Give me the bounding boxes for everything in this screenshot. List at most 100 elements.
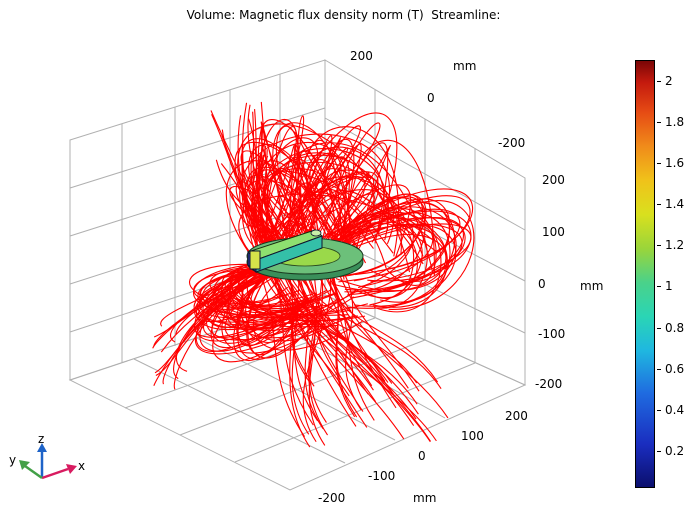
- tick-label: -200: [535, 377, 562, 391]
- streamline: [212, 269, 318, 363]
- streamline: [290, 152, 342, 271]
- tick-label: 100: [461, 429, 484, 443]
- streamline: [294, 143, 342, 257]
- triad-z-label: z: [38, 432, 44, 446]
- streamline: [154, 269, 285, 374]
- streamline: [271, 264, 374, 391]
- streamline: [322, 210, 472, 282]
- streamline: [302, 266, 332, 443]
- axis-right-labels: 200 100 0 mm -100 -200: [535, 173, 603, 391]
- streamline: [339, 265, 362, 411]
- streamline: [247, 265, 324, 359]
- streamline: [279, 263, 417, 420]
- axis-front-labels: 200 100 0 -100 mm -200: [318, 409, 528, 505]
- streamline: [337, 208, 461, 283]
- streamline: [261, 276, 306, 438]
- streamline: [275, 125, 318, 258]
- streamline: [337, 223, 472, 283]
- streamline: [260, 101, 269, 256]
- axis-unit: mm: [413, 491, 436, 505]
- colorbar-tick-label: 0.8: [665, 320, 685, 335]
- streamline: [300, 274, 326, 446]
- colorbar-tick-mark: [657, 327, 661, 329]
- streamline: [305, 270, 431, 442]
- streamline: [308, 264, 328, 436]
- streamline: [298, 150, 336, 248]
- streamline: [318, 276, 373, 387]
- triad-x-arrow: [66, 464, 77, 474]
- triad-y-axis: [24, 464, 43, 480]
- streamline: [262, 269, 393, 384]
- streamline: [258, 169, 356, 249]
- streamline: [333, 211, 442, 313]
- colorbar-tick-mark: [657, 162, 661, 164]
- streamline: [275, 268, 418, 405]
- streamline: [283, 273, 431, 443]
- streamline: [343, 198, 451, 292]
- streamline: [304, 142, 389, 261]
- colorbar-tick-mark: [657, 409, 661, 411]
- axis-unit: mm: [580, 279, 603, 293]
- colorbar-tick-mark: [657, 286, 661, 288]
- triad-z-arrow: [37, 443, 47, 452]
- tick-label: 100: [542, 225, 565, 239]
- plot-title: Volume: Magnetic flux density norm (T) S…: [186, 8, 501, 22]
- tick-label: 200: [542, 173, 565, 187]
- tick-label: -200: [498, 136, 525, 150]
- bar-cap: [310, 229, 322, 237]
- streamline: [335, 265, 420, 392]
- tick-label: 200: [505, 409, 528, 423]
- triad-y-label: y: [9, 453, 16, 467]
- triad-y-arrow: [19, 460, 30, 470]
- colorbar-tick-mark: [657, 121, 661, 123]
- magnet-assembly: [246, 229, 364, 281]
- streamline: [160, 266, 270, 327]
- axis-unit: mm: [453, 59, 476, 73]
- streamline: [261, 265, 368, 428]
- colorbar-tick-label: 1.6: [665, 155, 685, 170]
- streamline: [175, 266, 279, 334]
- colorbar-tick-label: 0.4: [665, 402, 685, 417]
- axis-top-labels: 200 mm 0 -200: [350, 49, 525, 150]
- streamline: [288, 273, 419, 415]
- bar-tip: [249, 250, 261, 270]
- colorbar-tick-label: 0.6: [665, 361, 685, 376]
- streamline: [320, 195, 471, 272]
- streamline: [287, 275, 310, 383]
- streamline: [335, 197, 426, 293]
- streamline: [296, 270, 442, 389]
- streamline: [155, 272, 275, 376]
- streamline: [313, 265, 369, 395]
- colorbar-tick-mark: [657, 204, 661, 206]
- colorbar-tick-mark: [657, 450, 661, 452]
- streamline: [264, 112, 398, 248]
- colorbar-tick-label: 1.8: [665, 114, 685, 129]
- streamline: [296, 274, 418, 384]
- streamline: [258, 118, 299, 256]
- streamline: [189, 263, 330, 309]
- streamline: [341, 200, 475, 310]
- colorbar-tick-mark: [657, 368, 661, 370]
- colorbar-tick-label: 1.4: [665, 197, 685, 212]
- colorbar-tick-mark: [657, 80, 661, 82]
- streamline: [308, 275, 327, 423]
- streamline: [330, 225, 448, 307]
- colorbar-tick-label: 2: [665, 73, 673, 88]
- colorbar-tick-mark: [657, 245, 661, 247]
- streamline: [291, 270, 315, 387]
- streamline: [273, 274, 357, 427]
- tick-label: 0: [427, 91, 435, 105]
- streamline: [272, 264, 350, 397]
- streamline: [193, 267, 301, 305]
- streamline: [331, 234, 447, 293]
- streamline: [329, 270, 386, 382]
- tick-label: 0: [418, 449, 426, 463]
- streamline: [295, 276, 324, 430]
- streamline: [260, 119, 352, 269]
- streamline: [173, 264, 258, 380]
- tick-label: -100: [368, 469, 395, 483]
- streamline: [325, 271, 439, 383]
- colorbar: [635, 60, 655, 488]
- streamline: [160, 264, 284, 353]
